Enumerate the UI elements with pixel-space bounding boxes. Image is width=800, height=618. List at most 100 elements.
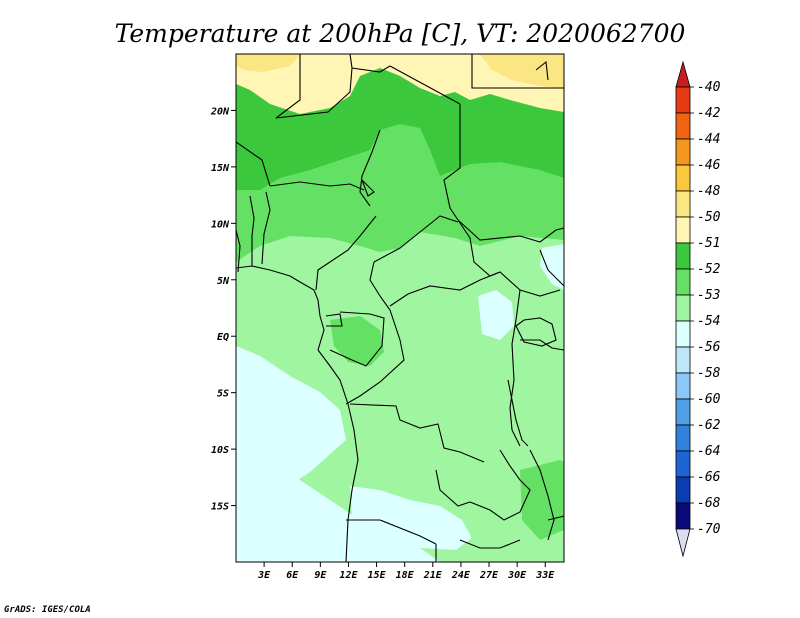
- lon-tick-label: 30E: [507, 570, 527, 581]
- field-patch-central: [330, 316, 384, 366]
- colorbar-swatch: [675, 294, 691, 322]
- lon-tick-label: 9E: [314, 570, 327, 581]
- colorbar-label: -50: [697, 210, 721, 225]
- colorbar-label: -42: [697, 106, 721, 121]
- border-niger-nigeria: [269, 181, 365, 191]
- colorbar: -40 -42 -44 -46 -48 -50 -51 -52 -53 -54 -56 -58 -60 -…: [675, 60, 721, 558]
- lon-tick-label: 24E: [451, 570, 471, 581]
- lat-tick-label: 5S: [217, 389, 229, 400]
- colorbar-label: -44: [697, 132, 720, 147]
- lat-tick-label: 15N: [211, 163, 230, 174]
- map-panel: 3E 6E 9E 12E 15E 18E 21E 24E 27E 30E 33E 20N 15N 10N…: [210, 53, 565, 581]
- lon-tick-label: 21E: [423, 570, 443, 581]
- colorbar-label: -54: [697, 314, 720, 329]
- coast-lake-victoria: [515, 317, 557, 347]
- lon-tick-label: 18E: [396, 570, 415, 581]
- coast-lake-chad: [361, 179, 375, 197]
- border-togo-ghana: [249, 195, 255, 266]
- border-southsudan-uganda: [519, 289, 561, 297]
- colorbar-swatch: [675, 372, 691, 400]
- temperature-field: [236, 54, 564, 562]
- colorbar-swatch: [675, 112, 691, 140]
- border-malawi: [529, 449, 555, 541]
- border-cameroon-car: [369, 261, 391, 311]
- coast-gabon-angola: [317, 315, 359, 562]
- border-libya-egypt: [471, 54, 564, 89]
- border-niger-chad-north: [275, 54, 301, 119]
- lon-tick-label: 27E: [479, 570, 499, 581]
- field-patch-east: [520, 460, 564, 540]
- colorbar-swatch: [675, 190, 691, 218]
- lat-tick-label: 5N: [217, 276, 230, 287]
- field-band-54-56-southwest: [236, 428, 440, 562]
- border-ghana-ivory: [236, 229, 241, 273]
- lon-tick-label: 15E: [368, 570, 387, 581]
- border-gabon-congo: [329, 311, 385, 367]
- colorbar-swatch: [675, 86, 691, 114]
- lat-tick-label: 20N: [210, 106, 230, 117]
- colorbar-swatch: [675, 242, 691, 270]
- colorbar-swatch: [675, 320, 691, 348]
- country-borders: [236, 54, 564, 562]
- colorbar-label: -66: [697, 470, 721, 485]
- field-band-54-56-south: [350, 486, 472, 550]
- border-chad-car: [373, 215, 459, 263]
- colorbar-label: -46: [697, 158, 721, 173]
- colorbar-swatch: [675, 216, 691, 244]
- lon-tick-label: 33E: [535, 570, 555, 581]
- colorbar-label: -40: [697, 80, 721, 95]
- border-sudan-southsudan: [457, 219, 564, 243]
- border-angola-zambia: [435, 469, 471, 507]
- colorbar-swatch: [675, 450, 691, 478]
- border-burkina-niger: [236, 141, 271, 187]
- colorbar-label: -68: [697, 496, 721, 511]
- colorbar-swatch: [675, 476, 691, 504]
- colorbar-label: -58: [697, 366, 721, 381]
- border-angola-south: [346, 519, 437, 545]
- colorbar-swatch: [675, 398, 691, 426]
- coast-west-africa: [236, 265, 321, 317]
- coast-red-sea-nile: [535, 60, 549, 81]
- field-band-54-56-northeast: [540, 244, 564, 290]
- colorbar-swatch: [675, 424, 691, 452]
- lon-tick-label: 3E: [257, 570, 271, 581]
- map-title: Temperature at 200hPa [C], VT: 202006270…: [115, 19, 686, 48]
- lat-tick-label: 15S: [211, 502, 229, 513]
- colorbar-label: -56: [697, 340, 721, 355]
- colorbar-label: -62: [697, 418, 721, 433]
- lon-tick-label: 6E: [286, 570, 299, 581]
- border-congo-drc: [345, 309, 405, 405]
- border-benin: [261, 191, 271, 265]
- colorbar-swatch: [675, 138, 691, 166]
- lon-tick-label: 12E: [339, 570, 358, 581]
- border-niger-chad: [359, 129, 381, 207]
- lat-tick-label: 10N: [211, 219, 230, 230]
- lat-tick-label: 10S: [211, 445, 229, 456]
- lat-axis: 20N 15N 10N 5N EQ 5S 10S 15S: [210, 106, 236, 513]
- colorbar-label: -70: [697, 522, 721, 537]
- border-zambia-zimbabwe: [459, 539, 521, 549]
- border-kenya-ethiopia: [539, 249, 564, 287]
- colorbar-label: -64: [697, 444, 720, 459]
- border-mozambique: [547, 515, 564, 521]
- colorbar-swatch: [675, 268, 691, 296]
- map-frame: [235, 53, 565, 563]
- colorbar-label: -48: [697, 184, 721, 199]
- border-algeria-libya: [349, 54, 391, 73]
- colorbar-label: -51: [697, 236, 720, 251]
- border-eq-guinea: [325, 313, 343, 327]
- border-nigeria-cameroon: [315, 215, 377, 291]
- border-angola-drc: [349, 403, 485, 463]
- colorbar-label: -60: [697, 392, 721, 407]
- border-zambia: [469, 449, 531, 521]
- field-band-51-50: [236, 54, 564, 114]
- grads-credit: GrADS: IGES/COLA: [4, 605, 91, 615]
- colorbar-swatch: [675, 502, 691, 530]
- colorbar-top-arrow: [675, 60, 691, 88]
- colorbar-bottom-arrow: [675, 528, 691, 558]
- coast-lake-tanganyika: [507, 379, 529, 447]
- colorbar-swatch: [675, 164, 691, 192]
- lon-axis: 3E 6E 9E 12E 15E 18E 21E 24E 27E 30E 33E: [257, 562, 555, 581]
- colorbar-swatch: [675, 346, 691, 374]
- border-drc-east: [509, 289, 521, 447]
